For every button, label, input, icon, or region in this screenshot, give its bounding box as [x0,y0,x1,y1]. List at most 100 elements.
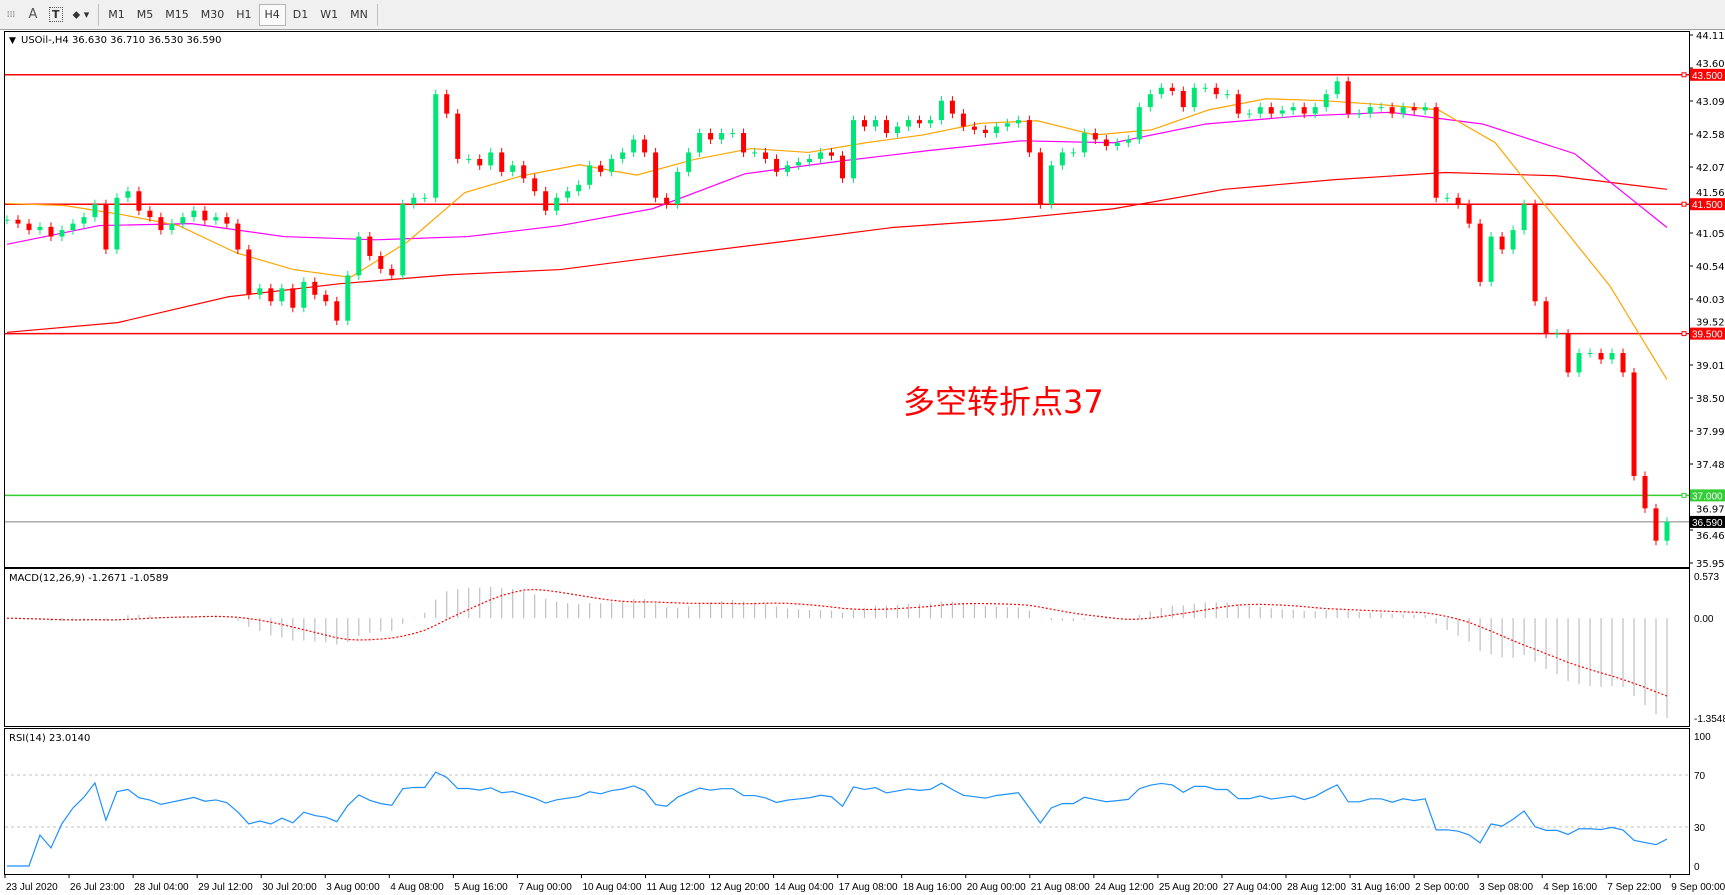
price-axis-label: 41.055 [1696,229,1725,240]
candle [785,160,791,177]
candle [1257,102,1263,119]
candle [686,147,692,177]
rsi-panel [4,728,1690,875]
candle [565,186,571,203]
candle [1070,147,1076,157]
candle [48,222,54,242]
timeframe-h1-button[interactable]: H1 [236,8,252,21]
text-label-tool-icon[interactable]: T [44,4,68,26]
candle [114,193,120,255]
candle [169,219,175,235]
level-price-label: 41.500 [1692,200,1723,211]
candle [257,283,263,300]
candle [1532,199,1538,306]
timeframe-w1-button[interactable]: W1 [320,8,339,21]
candle [960,109,966,132]
candle [1323,89,1329,112]
candle [1213,83,1219,99]
candle [1015,115,1021,128]
candle [1642,471,1648,513]
time-axis-label: 4 Sep 16:00 [1543,882,1597,893]
time-axis-label: 28 Aug 12:00 [1287,882,1346,893]
timeframe-m5-button[interactable]: M5 [136,8,154,21]
candle [1026,115,1032,157]
candle [1587,348,1593,358]
candle [543,186,549,216]
candle [1609,348,1615,365]
text-tool-icon[interactable]: A [28,7,38,22]
candle [367,232,373,261]
candle [818,147,824,164]
price-axis-label: 39.525 [1696,318,1725,329]
timeframe-m15-button[interactable]: M15 [165,8,189,21]
candle [675,167,681,209]
symbol-menu-icon[interactable]: ▼ [9,36,16,46]
price-axis-label: 38.505 [1696,394,1725,405]
current-price-label: 36.590 [1692,518,1723,529]
candle [1004,118,1010,132]
arrows-tool-icon[interactable]: ⬥ ▾ [72,7,90,21]
candle [1279,105,1285,119]
candle [719,128,725,145]
level-handle[interactable] [1681,201,1687,207]
price-panel [4,31,1690,568]
candle [191,206,197,222]
time-axis-label: 17 Aug 08:00 [839,882,898,893]
level-price-tag [1690,327,1725,340]
time-axis-label: 3 Aug 00:00 [326,882,380,893]
time-axis-label: 29 Jul 12:00 [198,882,253,893]
candle [905,115,911,132]
candle [971,122,977,135]
candle [1147,89,1153,112]
candle [1378,102,1384,112]
candle [433,89,439,203]
level-price-label: 39.500 [1692,330,1723,341]
candle [246,244,252,300]
candle [411,193,417,209]
period-separator-icon[interactable]: ⁞⁞⁞ [6,9,16,20]
candle [1180,86,1186,112]
candle [1345,76,1351,119]
candle [323,290,329,306]
timeframe-m1-button[interactable]: M1 [108,8,125,21]
candle [37,222,43,235]
candle [1158,83,1164,99]
level-handle[interactable] [1681,331,1687,337]
price-axis-label: 37.485 [1696,460,1725,471]
time-axis-label: 11 Aug 12:00 [647,882,706,893]
time-axis-label: 2 Sep 00:00 [1415,882,1469,893]
timeframe-h4-button[interactable]: H4 [258,3,286,26]
timeframe-d1-button[interactable]: D1 [292,8,309,21]
macd-axis-label: 0.573 [1694,572,1719,583]
rsi-axis-label: 0 [1694,862,1700,873]
price-chart[interactable]: 44.115 43.605 43.095 42.585 42.075 41.565 41.0… [0,29,1725,895]
time-axis-label: 4 Aug 08:00 [390,882,444,893]
price-axis-label: 36.975 [1696,504,1725,515]
candle [598,160,604,177]
time-axis-label: 27 Aug 04:00 [1223,882,1282,893]
candle [1202,83,1208,93]
candle [136,186,142,216]
time-axis-label: 25 Aug 20:00 [1159,882,1218,893]
candle [774,154,780,177]
timeframe-m30-button[interactable]: M30 [200,8,225,21]
macd-axis-label: -1.3548 [1694,714,1725,725]
timeframe-mn-button[interactable]: MN [350,8,368,21]
candle [224,212,230,229]
macd-signal-line [6,588,1668,697]
level-handle[interactable] [1681,492,1687,498]
candle [1455,193,1461,209]
candle [1631,367,1637,481]
timeframe-group: M1 M5 M15 M30 H1 H4 D1 W1 MN [103,3,373,26]
chart-annotation[interactable]: 多空转折点37 [903,383,1104,421]
level-price-label: 37.000 [1692,491,1723,502]
fast-moving-average-line [6,98,1668,380]
candle [894,122,900,138]
candle [916,115,922,128]
candle [1136,102,1142,145]
candle [664,193,670,209]
candle [268,283,274,306]
candle [576,180,582,196]
level-handle[interactable] [1681,72,1687,78]
candle [202,206,208,225]
